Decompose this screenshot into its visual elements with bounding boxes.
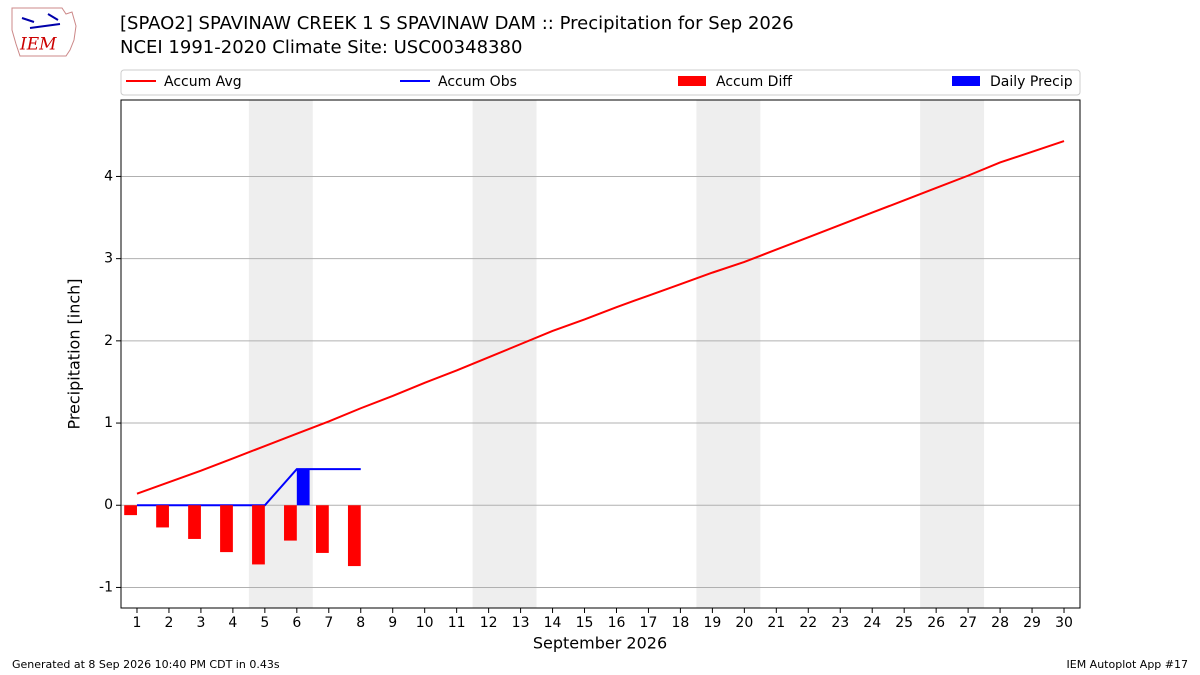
footer-left: Generated at 8 Sep 2026 10:40 PM CDT in … — [12, 658, 280, 671]
chart-title: [SPAO2] SPAVINAW CREEK 1 S SPAVINAW DAM … — [120, 13, 794, 34]
legend-swatch — [952, 76, 980, 86]
bar — [296, 469, 310, 506]
plot-frame — [120, 99, 1081, 609]
y-tick-label: -1 — [99, 579, 113, 595]
x-tick-label: 24 — [863, 615, 881, 631]
legend-label: Accum Obs — [438, 74, 517, 90]
legend-label: Accum Diff — [716, 74, 792, 90]
bar — [220, 505, 233, 553]
x-tick-label: 26 — [927, 615, 945, 631]
logo-icon — [21, 13, 61, 29]
x-tick-label: 25 — [895, 615, 913, 631]
x-tick-label: 7 — [324, 615, 333, 631]
x-tick-label: 19 — [703, 615, 721, 631]
x-tick-label: 22 — [799, 615, 817, 631]
x-tick-label: 16 — [608, 615, 626, 631]
legend-label: Accum Avg — [164, 74, 242, 90]
x-axis-label: September 2026 — [533, 634, 667, 653]
x-tick-label: 14 — [544, 615, 562, 631]
legend-frame — [120, 69, 1081, 96]
y-tick-label: 4 — [104, 168, 113, 184]
x-tick-label: 3 — [196, 615, 205, 631]
chart-subtitle: NCEI 1991-2020 Climate Site: USC00348380 — [120, 37, 522, 58]
bar — [347, 505, 361, 567]
weekend-shade — [472, 100, 537, 608]
weekend-shade — [696, 100, 761, 608]
x-tick-label: 29 — [1023, 615, 1041, 631]
x-tick-label: 6 — [292, 615, 301, 631]
y-tick-label: 3 — [104, 251, 113, 267]
bar — [284, 505, 297, 541]
logo-outline — [11, 7, 77, 57]
x-tick-label: 2 — [164, 615, 173, 631]
x-tick-label: 1 — [133, 615, 142, 631]
x-tick-label: 5 — [260, 615, 269, 631]
x-tick-label: 20 — [735, 615, 753, 631]
footer-right: IEM Autoplot App #17 — [1067, 658, 1189, 671]
legend-swatch — [678, 76, 706, 86]
line-series — [136, 468, 361, 507]
bar — [124, 505, 137, 516]
y-tick-label: 1 — [104, 415, 113, 431]
x-tick-label: 12 — [480, 615, 498, 631]
legend-label: Daily Precip — [990, 74, 1073, 90]
x-tick-label: 15 — [576, 615, 594, 631]
weekend-shade — [920, 100, 985, 608]
bar — [188, 505, 201, 539]
y-tick-label: 2 — [104, 333, 113, 349]
logo: IEM — [11, 7, 77, 57]
x-tick-label: 27 — [959, 615, 977, 631]
x-tick-label: 18 — [672, 615, 690, 631]
x-tick-label: 21 — [767, 615, 785, 631]
x-tick-label: 30 — [1055, 615, 1073, 631]
logo-text: IEM — [19, 35, 57, 55]
x-tick-label: 10 — [416, 615, 434, 631]
y-tick-label: 0 — [104, 497, 113, 513]
y-axis-label: Precipitation [inch] — [65, 278, 84, 429]
bar — [315, 505, 329, 553]
x-tick-label: 23 — [831, 615, 849, 631]
line-series — [136, 140, 1065, 495]
x-tick-label: 28 — [991, 615, 1009, 631]
bar — [252, 505, 265, 565]
x-tick-label: 8 — [356, 615, 365, 631]
x-tick-label: 11 — [448, 615, 466, 631]
bar — [156, 505, 169, 528]
x-tick-label: 4 — [228, 615, 237, 631]
x-tick-label: 13 — [512, 615, 530, 631]
x-tick-label: 9 — [388, 615, 397, 631]
x-tick-label: 17 — [640, 615, 658, 631]
